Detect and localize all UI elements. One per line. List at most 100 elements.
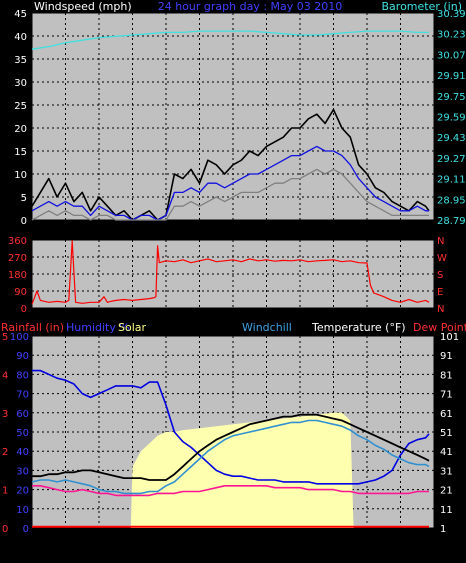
wind-panel-plot-area	[31, 12, 435, 221]
temperature-tick-label: 31	[440, 466, 453, 477]
time-tick-label: 12 PM	[219, 223, 247, 233]
barometer-tick-label: 30.23	[437, 30, 466, 41]
wind-speed-tick-label: 25	[14, 101, 27, 112]
time-tick-label: 10 PM	[387, 223, 415, 233]
humidity-tick-label: 0	[23, 524, 29, 535]
time-tick-label: 8 PM	[356, 531, 378, 541]
time-tick-label: 4 AM	[88, 531, 111, 541]
humidity-tick-label: 10	[16, 505, 29, 516]
time-tick-label: 2 AM	[54, 531, 77, 541]
rainfall-axis-title: Rainfall (in)	[1, 321, 64, 334]
series-windchill	[31, 419, 430, 495]
time-tick-label: 4 PM	[289, 531, 311, 541]
wind-barometer-panel: 45 40 35 30 25 20 15 10 5 0 30.39 30.23 30.07 29.91 2…	[14, 0, 465, 240]
direction-panel-grid	[31, 240, 435, 308]
temperature-panel-series	[31, 369, 434, 528]
temperature-axis-title: Temperature (°F)	[311, 321, 406, 334]
dew-point-legend: Dew Point	[413, 321, 466, 334]
wind-speed-tick-label: 10	[14, 170, 27, 181]
temperature-tick-label: 101	[440, 332, 459, 343]
wind-speed-tick-label: 40	[14, 32, 27, 43]
series-wind-low	[31, 168, 429, 221]
time-tick-label: 8 AM	[155, 531, 178, 541]
compass-tick-label: N	[437, 304, 444, 315]
rainfall-tick-label: 2	[2, 447, 8, 458]
humidity-tick-label: 30	[16, 466, 29, 477]
sunset-label: sunset	[352, 231, 379, 240]
direction-degree-tick-label: 0	[21, 304, 27, 315]
wind-speed-tick-label: 0	[21, 216, 27, 227]
humidity-tick-label: 80	[16, 370, 29, 381]
barometer-axis: 30.39 30.23 30.07 29.91 29.75 29.59 29.43 29.27…	[437, 9, 466, 227]
series-barometer	[31, 30, 429, 50]
barometer-tick-label: 29.43	[437, 133, 466, 144]
barometer-tick-label: 29.27	[437, 154, 466, 165]
temperature-tick-label: 81	[440, 370, 453, 381]
temperature-panel-time-axis: 2 AM 4 AM 6 AM 8 AM 10 AM 12 PM 2 PM 4 PM 6 PM 8 …	[54, 531, 414, 548]
time-tick-label: 6 PM	[323, 531, 345, 541]
rainfall-tick-label: 1	[2, 486, 8, 497]
series-dew-point	[32, 485, 429, 497]
temperature-tick-label: 51	[440, 428, 453, 439]
time-tick-label: 2 PM	[256, 531, 278, 541]
barometer-axis-title: Barometer (in)	[382, 0, 463, 13]
series-humidity	[32, 369, 430, 485]
temperature-tick-label: 91	[440, 351, 453, 362]
time-tick-label: 12 PM	[219, 531, 247, 541]
rainfall-tick-label: 0	[2, 524, 8, 535]
time-tick-label: 10 PM	[387, 531, 415, 541]
time-tick-label: 4 PM	[289, 223, 311, 233]
series-wind-speed	[31, 108, 430, 221]
humidity-tick-label: 40	[16, 447, 29, 458]
wind-panel-series	[31, 30, 430, 221]
time-tick-label: 4 AM	[88, 223, 111, 233]
humidity-tick-label: 100	[10, 332, 29, 343]
humidity-tick-label: 70	[16, 390, 29, 401]
solar-legend: Solar	[118, 321, 147, 334]
wind-speed-tick-label: 45	[14, 9, 27, 20]
series-wind-gust-avg	[31, 145, 429, 221]
compass-tick-label: S	[437, 270, 443, 281]
humidity-tick-label: 60	[16, 409, 29, 420]
time-tick-label: 10 AM	[185, 531, 213, 541]
direction-degree-tick-label: 180	[8, 270, 27, 281]
rainfall-tick-label: 4	[2, 370, 8, 381]
humidity-tick-label: 20	[16, 486, 29, 497]
wind-panel-grid	[31, 13, 435, 220]
wind-speed-axis-title: Windspeed (mph)	[34, 0, 132, 13]
temperature-tick-label: 61	[440, 409, 453, 420]
temperature-tick-label: 21	[440, 486, 453, 497]
windchill-legend: Windchill	[242, 321, 292, 334]
wind-speed-tick-label: 30	[14, 78, 27, 89]
series-wind-direction	[31, 240, 430, 305]
direction-degree-tick-label: 360	[8, 236, 27, 247]
barometer-tick-label: 29.91	[437, 71, 466, 82]
rainfall-tick-label: 5	[2, 332, 8, 343]
temperature-tick-label: 11	[440, 505, 453, 516]
humidity-tick-label: 90	[16, 351, 29, 362]
direction-degree-tick-label: 270	[8, 253, 27, 264]
sunrise-label: sunrise	[118, 539, 147, 548]
series-solar	[32, 412, 434, 528]
temperature-tick-label: 71	[440, 390, 453, 401]
rainfall-tick-label: 3	[2, 409, 8, 420]
wind-panel-time-axis: 2 AM 4 AM 6 AM 8 AM 10 AM 12 PM 2 PM 4 PM 6 PM 8 …	[54, 223, 414, 240]
graph-title: 24 hour graph day : May 03 2010	[158, 0, 343, 13]
compass-tick-label: W	[437, 253, 447, 264]
time-tick-label: 6 AM	[121, 531, 144, 541]
series-temperature	[32, 413, 430, 481]
time-tick-label: 6 AM	[121, 223, 144, 233]
barometer-tick-label: 28.95	[437, 195, 466, 206]
time-tick-label: 2 AM	[54, 223, 77, 233]
compass-tick-label: N	[437, 236, 444, 247]
compass-tick-label: E	[437, 287, 443, 298]
barometer-tick-label: 29.59	[437, 113, 466, 124]
wind-speed-tick-label: 15	[14, 147, 27, 158]
temperature-tick-label: 1	[440, 524, 446, 535]
rainfall-axis: 5 4 3 2 1 0	[2, 332, 8, 535]
wind-speed-tick-label: 35	[14, 55, 27, 66]
